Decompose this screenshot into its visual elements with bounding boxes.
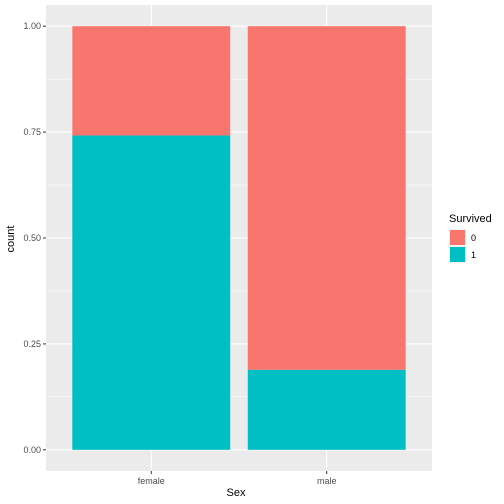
legend-title: Survived [449, 213, 492, 225]
y-axis-title: count [5, 226, 17, 253]
bar-male-survived-1 [247, 369, 406, 450]
legend-label-0: 0 [471, 233, 476, 243]
y-tick-label: 0.00 [23, 445, 41, 455]
y-tick-label: 1.00 [23, 21, 41, 31]
bars [72, 26, 406, 450]
bar-female-survived-0 [72, 26, 231, 136]
y-tick-label: 0.75 [23, 127, 41, 137]
y-tick-label: 0.50 [23, 233, 41, 243]
legend-swatch-0 [450, 230, 465, 245]
legend-label-1: 1 [471, 250, 476, 260]
x-axis-title: Sex [227, 487, 246, 499]
legend: Survived 0 1 [449, 213, 492, 263]
bar-female-survived-1 [72, 135, 231, 450]
x-axis: female male [138, 471, 337, 486]
y-axis: 0.00 0.25 0.50 0.75 1.00 [23, 21, 46, 455]
x-tick-label-male: male [317, 476, 337, 486]
x-tick-label-female: female [138, 476, 165, 486]
y-tick-label: 0.25 [23, 339, 41, 349]
bar-male-survived-0 [247, 26, 406, 370]
legend-swatch-1 [450, 247, 465, 262]
